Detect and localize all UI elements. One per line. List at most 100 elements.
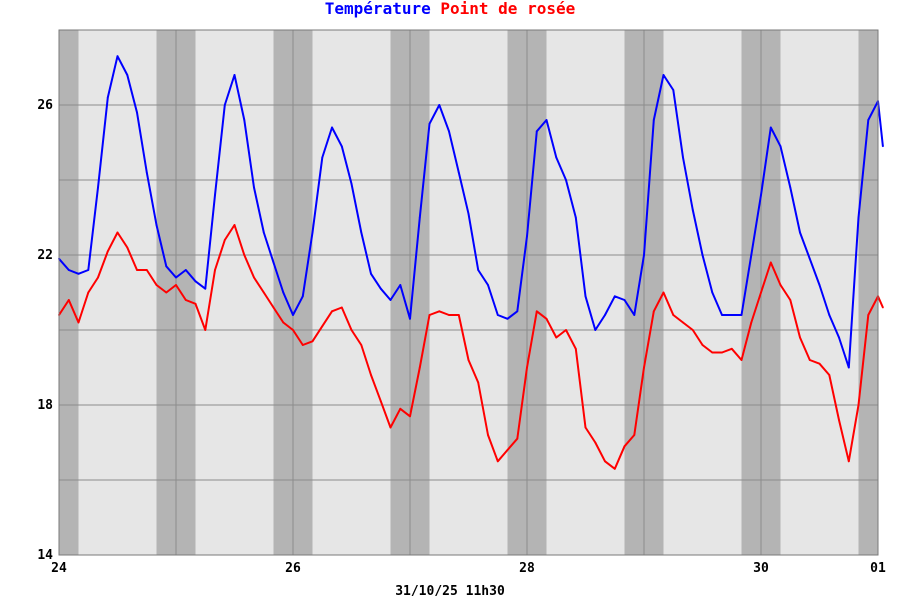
temperature-point [243,119,246,121]
x-tick-label: 01 [870,561,886,576]
temperature-point [701,254,704,256]
temperature-point [545,119,548,121]
dewpoint-point [613,467,616,470]
temperature-point [116,55,119,58]
temperature-point [526,235,528,238]
dewpoint-point [77,321,80,324]
temperature-point [97,186,99,189]
temperature-point [467,212,470,215]
temperature-point [691,209,694,211]
dewpoint-point [799,336,801,339]
dewpoint-point [438,310,441,313]
dewpoint-point [672,314,675,316]
night-band [741,30,761,555]
temperature-point [457,171,460,174]
x-tick-label: 30 [753,561,769,576]
dewpoint-point [730,347,733,350]
series-lines [58,55,884,470]
temperature-point [565,179,567,181]
temperature-point [418,216,421,219]
temperature-point [881,145,884,148]
x-tick-label: 28 [519,561,535,576]
temperature-point [301,295,304,298]
dewpoint-point [477,381,480,384]
chart-title: Température Point de rosée [0,0,900,18]
y-tick-label: 26 [37,98,53,113]
temperature-point [613,295,616,298]
temperature-point [643,254,645,256]
dewpoint-point [847,460,850,463]
temperature-point [321,156,324,159]
temperature-point [594,329,597,331]
temperature-point [740,314,743,316]
temperature-point [331,126,333,129]
temperature-point [448,130,450,133]
temperature-point [175,276,177,279]
dewpoint-point [233,224,236,226]
dewpoint-point [409,415,411,418]
temperature-point [516,310,519,313]
temperature-point [223,104,226,106]
dewpoint-point [204,329,207,331]
dewpoint-point [418,366,421,369]
temperature-point [194,280,197,283]
dewpoint-point [643,366,645,369]
night-band [644,30,664,555]
dewpoint-point [126,246,129,249]
dewpoint-point [340,306,343,309]
temperature-point [87,269,90,271]
gridlines [59,30,878,555]
axes: 14 18 22 26 24 26 28 30 01 [37,29,886,576]
night-band [59,30,79,555]
temperature-point [253,186,255,189]
temperature-point [730,314,733,316]
dewpoint-point [584,426,587,429]
dewpoint-point [399,407,402,410]
day-band [195,30,274,555]
dewpoint-point [448,314,450,316]
temperature-point [857,216,860,219]
y-tick-label: 22 [37,248,53,263]
dewpoint-point [467,359,470,361]
dewpoint-point [691,329,694,331]
temperature-point [360,231,363,234]
temperature-point [799,231,801,234]
temperature-point [67,269,70,271]
dewpoint-point [828,374,831,376]
temperature-point [682,156,684,159]
temperature-point [867,119,870,121]
dewpoint-point [253,276,255,279]
y-tick-label: 18 [37,398,53,413]
night-band [624,30,644,555]
dewpoint-point [106,250,109,253]
temperature-point [604,314,606,316]
temperature-point [808,257,811,260]
plot-border [58,29,879,556]
temperature-point [828,314,831,316]
temperature-point [438,104,441,106]
temperature-point [711,291,714,294]
night-band [390,30,410,555]
dewpoint-point [604,460,606,463]
dewpoint-point [623,445,626,448]
title-dewpoint: Point de rosée [440,0,576,18]
dewpoint-point [360,344,363,346]
temperature-point [779,145,782,148]
dewpoint-point [282,321,285,324]
dewpoint-point [175,284,177,286]
temperature-point [535,130,538,133]
dewpoint-point [857,404,860,406]
temperature-point [506,317,509,320]
temperature-point [428,122,431,125]
dewpoint-point [301,344,304,346]
dewpoint-point [506,449,509,451]
temperature-point [477,269,480,271]
dewpoint-point [789,299,792,301]
dewpoint-point [214,269,216,271]
dewpoint-point [881,306,884,309]
dewpoint-point [87,291,90,294]
temperature-point [818,284,821,286]
day-band [312,30,391,555]
dewpoint-point [457,314,460,316]
temperature-point [847,366,850,369]
